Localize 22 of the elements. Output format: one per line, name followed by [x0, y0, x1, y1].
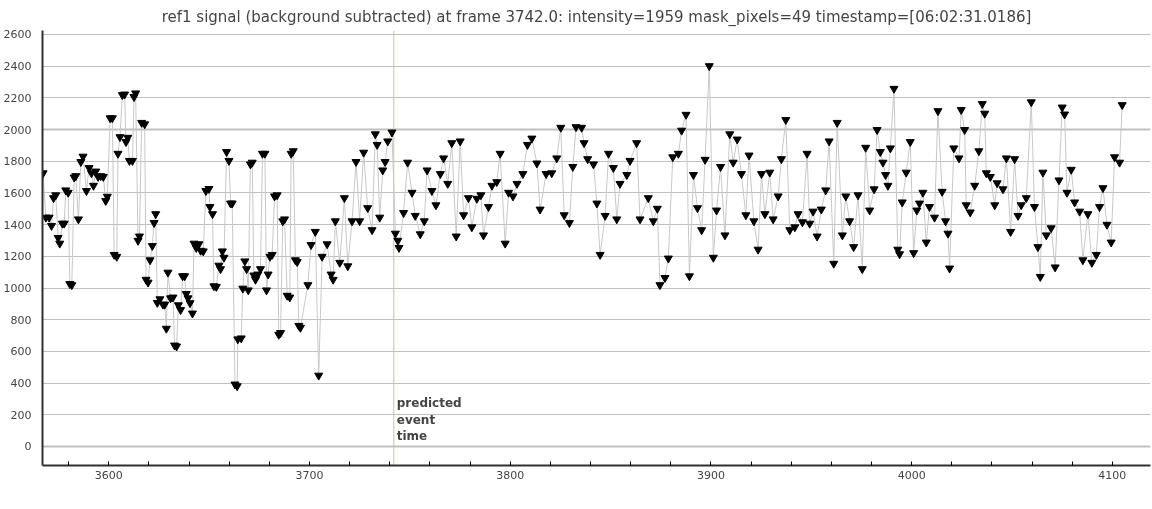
y-tick-label: 2000 — [3, 123, 32, 137]
y-tick-label: 1400 — [3, 218, 32, 232]
y-tick-label: 800 — [10, 313, 32, 327]
ref-line-label: predicted event time — [396, 395, 462, 444]
y-tick-label: 400 — [10, 377, 32, 391]
y-tick-label: 2400 — [3, 60, 32, 74]
y-tick-label: 0 — [24, 440, 32, 454]
x-tick-label: 3800 — [496, 468, 525, 482]
x-tick-label: 3900 — [696, 468, 725, 482]
chart-title: ref1 signal (background subtracted) at frame 3742.0: intensity=1959 mask_pixels=49 timestamp=[06:02:31.0186] — [161, 7, 1032, 27]
y-tick-label: 2200 — [3, 91, 32, 105]
y-tick-label: 1800 — [3, 155, 32, 169]
y-tick-label: 1000 — [3, 282, 32, 296]
y-tick-label: 2600 — [3, 28, 32, 42]
y-tick-label: 1600 — [3, 186, 32, 200]
x-tick-label: 3600 — [94, 468, 123, 482]
x-tick-label: 4000 — [897, 468, 926, 482]
x-tick-label: 3700 — [295, 468, 324, 482]
y-tick-label: 200 — [10, 408, 32, 422]
y-tick-label: 1200 — [3, 250, 32, 264]
y-tick-label: 600 — [10, 345, 32, 359]
x-tick-label: 4100 — [1098, 468, 1127, 482]
